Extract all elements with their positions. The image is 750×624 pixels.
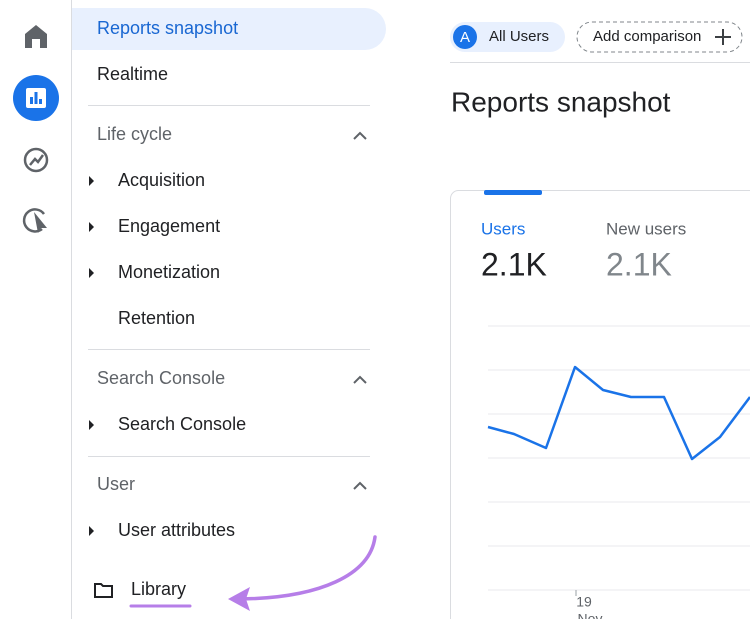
nav-item[interactable]: Realtime	[97, 64, 168, 84]
nav-item[interactable]: Monetization	[118, 262, 220, 282]
nav-item[interactable]: Engagement	[118, 216, 220, 236]
page-title: Reports snapshot	[451, 86, 671, 117]
nav-item[interactable]: Retention	[118, 308, 195, 328]
nav-item[interactable]: User attributes	[118, 520, 235, 540]
metric-value: 2.1K	[606, 246, 672, 282]
nav-item[interactable]: Library	[131, 579, 186, 599]
nav-item[interactable]: Reports snapshot	[97, 18, 238, 38]
avatar-letter: A	[460, 29, 470, 46]
segment-label: All Users	[489, 28, 549, 45]
section-header[interactable]: Search Console	[97, 368, 225, 388]
tab-indicator	[484, 190, 542, 195]
reports-icon-bar	[39, 99, 42, 104]
nav-item[interactable]: Search Console	[118, 414, 246, 434]
reports-icon-bar	[30, 97, 33, 104]
section-header[interactable]: Life cycle	[97, 124, 172, 144]
reports-icon-bar	[35, 92, 38, 104]
x-tick-label: Nov	[578, 611, 603, 619]
metric-label[interactable]: Users	[481, 219, 525, 238]
metric-value: 2.1K	[481, 246, 547, 282]
x-tick-label: 19	[576, 594, 592, 610]
metric-label[interactable]: New users	[606, 219, 686, 238]
section-header[interactable]: User	[97, 474, 135, 494]
nav-item[interactable]: Acquisition	[118, 170, 205, 190]
add-comparison-label: Add comparison	[593, 28, 701, 45]
